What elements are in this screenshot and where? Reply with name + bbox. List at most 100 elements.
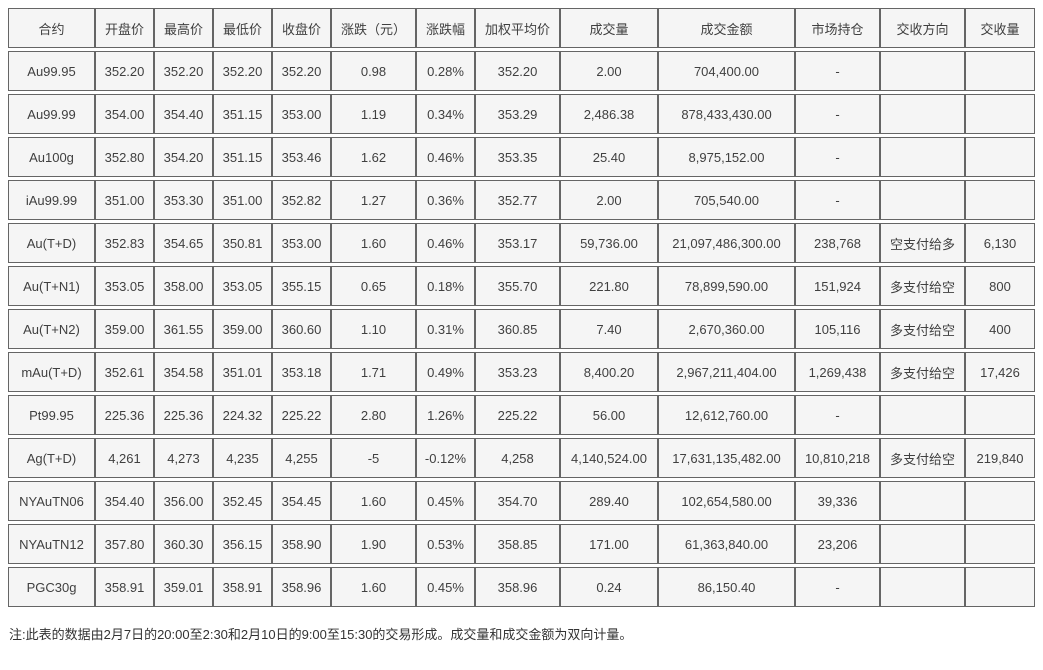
table-cell: 多支付给空 bbox=[880, 309, 965, 349]
table-cell bbox=[880, 94, 965, 134]
table-cell: 0.53% bbox=[416, 524, 475, 564]
table-cell: - bbox=[795, 137, 880, 177]
table-cell: 0.46% bbox=[416, 137, 475, 177]
table-cell: 102,654,580.00 bbox=[658, 481, 795, 521]
table-cell bbox=[880, 524, 965, 564]
table-cell: 361.55 bbox=[154, 309, 213, 349]
table-cell: 25.40 bbox=[560, 137, 658, 177]
table-cell: 4,235 bbox=[213, 438, 272, 478]
table-cell: 352.20 bbox=[95, 51, 154, 91]
table-cell: 705,540.00 bbox=[658, 180, 795, 220]
contract-cell: NYAuTN06 bbox=[8, 481, 95, 521]
table-cell: 225.22 bbox=[475, 395, 560, 435]
table-cell: - bbox=[795, 567, 880, 607]
table-cell: 219,840 bbox=[965, 438, 1035, 478]
table-cell: 358.85 bbox=[475, 524, 560, 564]
table-cell: 353.46 bbox=[272, 137, 331, 177]
table-cell: 359.00 bbox=[95, 309, 154, 349]
table-cell: 356.00 bbox=[154, 481, 213, 521]
table-row: Au100g 352.80 354.20 351.15 353.46 1.62 0.46% 3… bbox=[8, 137, 1035, 177]
table-cell: 357.80 bbox=[95, 524, 154, 564]
table-cell: 359.01 bbox=[154, 567, 213, 607]
table-cell: 17,426 bbox=[965, 352, 1035, 392]
column-header: 涨跌幅 bbox=[416, 8, 475, 48]
table-cell: 86,150.40 bbox=[658, 567, 795, 607]
contract-cell: NYAuTN12 bbox=[8, 524, 95, 564]
table-cell: - bbox=[795, 94, 880, 134]
table-cell bbox=[880, 51, 965, 91]
column-header: 最高价 bbox=[154, 8, 213, 48]
table-cell: 4,140,524.00 bbox=[560, 438, 658, 478]
table-cell: 0.49% bbox=[416, 352, 475, 392]
table-cell: 400 bbox=[965, 309, 1035, 349]
table-cell: 多支付给空 bbox=[880, 352, 965, 392]
table-cell: 21,097,486,300.00 bbox=[658, 223, 795, 263]
table-cell: 878,433,430.00 bbox=[658, 94, 795, 134]
table-cell bbox=[880, 481, 965, 521]
table-cell bbox=[880, 395, 965, 435]
table-cell: 224.32 bbox=[213, 395, 272, 435]
table-cell: 多支付给空 bbox=[880, 266, 965, 306]
table-cell: 0.31% bbox=[416, 309, 475, 349]
table-row: mAu(T+D) 352.61 354.58 351.01 353.18 1.71 0.49… bbox=[8, 352, 1035, 392]
table-cell: 2,967,211,404.00 bbox=[658, 352, 795, 392]
table-cell: 704,400.00 bbox=[658, 51, 795, 91]
table-cell: 1.71 bbox=[331, 352, 416, 392]
table-cell: 358.96 bbox=[475, 567, 560, 607]
table-cell: 351.01 bbox=[213, 352, 272, 392]
column-header: 加权平均价 bbox=[475, 8, 560, 48]
table-cell: - bbox=[795, 180, 880, 220]
footnote-text: 注:此表的数据由2月7日的20:00至2:30和2月10日的9:00至15:30… bbox=[9, 627, 633, 642]
table-cell: 1,269,438 bbox=[795, 352, 880, 392]
table-cell: 352.20 bbox=[213, 51, 272, 91]
table-cell bbox=[880, 567, 965, 607]
table-cell: 358.96 bbox=[272, 567, 331, 607]
table-body: Au99.95 352.20 352.20 352.20 352.20 0.98 0.28%… bbox=[8, 51, 1035, 607]
column-header: 交收量 bbox=[965, 8, 1035, 48]
table-cell: 352.20 bbox=[272, 51, 331, 91]
table-cell: 351.15 bbox=[213, 137, 272, 177]
table-cell: 800 bbox=[965, 266, 1035, 306]
table-cell: 0.18% bbox=[416, 266, 475, 306]
table-row: Au(T+N2) 359.00 361.55 359.00 360.60 1.10 0.31… bbox=[8, 309, 1035, 349]
contract-cell: mAu(T+D) bbox=[8, 352, 95, 392]
table-cell: 17,631,135,482.00 bbox=[658, 438, 795, 478]
contract-cell: iAu99.99 bbox=[8, 180, 95, 220]
table-cell: 354.45 bbox=[272, 481, 331, 521]
table-cell: 351.15 bbox=[213, 94, 272, 134]
table-cell: 6,130 bbox=[965, 223, 1035, 263]
table-cell: 359.00 bbox=[213, 309, 272, 349]
column-header: 市场持仓 bbox=[795, 8, 880, 48]
table-cell: 12,612,760.00 bbox=[658, 395, 795, 435]
table-cell: 61,363,840.00 bbox=[658, 524, 795, 564]
table-cell bbox=[965, 481, 1035, 521]
table-cell: 空支付给多 bbox=[880, 223, 965, 263]
table-cell: 171.00 bbox=[560, 524, 658, 564]
table-cell: 353.23 bbox=[475, 352, 560, 392]
table-cell bbox=[880, 180, 965, 220]
table-cell: 23,206 bbox=[795, 524, 880, 564]
table-cell: 352.45 bbox=[213, 481, 272, 521]
table-row: Pt99.95 225.36 225.36 224.32 225.22 2.80 1.26%… bbox=[8, 395, 1035, 435]
table-cell: -5 bbox=[331, 438, 416, 478]
contract-cell: PGC30g bbox=[8, 567, 95, 607]
column-header: 合约 bbox=[8, 8, 95, 48]
table-cell: 1.60 bbox=[331, 223, 416, 263]
table-cell: 353.00 bbox=[272, 223, 331, 263]
table-cell bbox=[880, 137, 965, 177]
table-cell: - bbox=[795, 51, 880, 91]
table-cell: 352.77 bbox=[475, 180, 560, 220]
contract-cell: Au100g bbox=[8, 137, 95, 177]
table-cell: 352.83 bbox=[95, 223, 154, 263]
table-cell: 1.10 bbox=[331, 309, 416, 349]
table-cell: 352.61 bbox=[95, 352, 154, 392]
table-cell: 1.90 bbox=[331, 524, 416, 564]
table-cell: 56.00 bbox=[560, 395, 658, 435]
table-cell: 1.19 bbox=[331, 94, 416, 134]
header-row: 合约 开盘价 最高价 最低价 收盘价 涨跌（元） 涨跌幅 加权平均价 成交量 成交金额 市场持仓 交收… bbox=[8, 8, 1035, 48]
column-header: 收盘价 bbox=[272, 8, 331, 48]
table-cell: 59,736.00 bbox=[560, 223, 658, 263]
table-cell: 353.00 bbox=[272, 94, 331, 134]
table-cell: 4,273 bbox=[154, 438, 213, 478]
